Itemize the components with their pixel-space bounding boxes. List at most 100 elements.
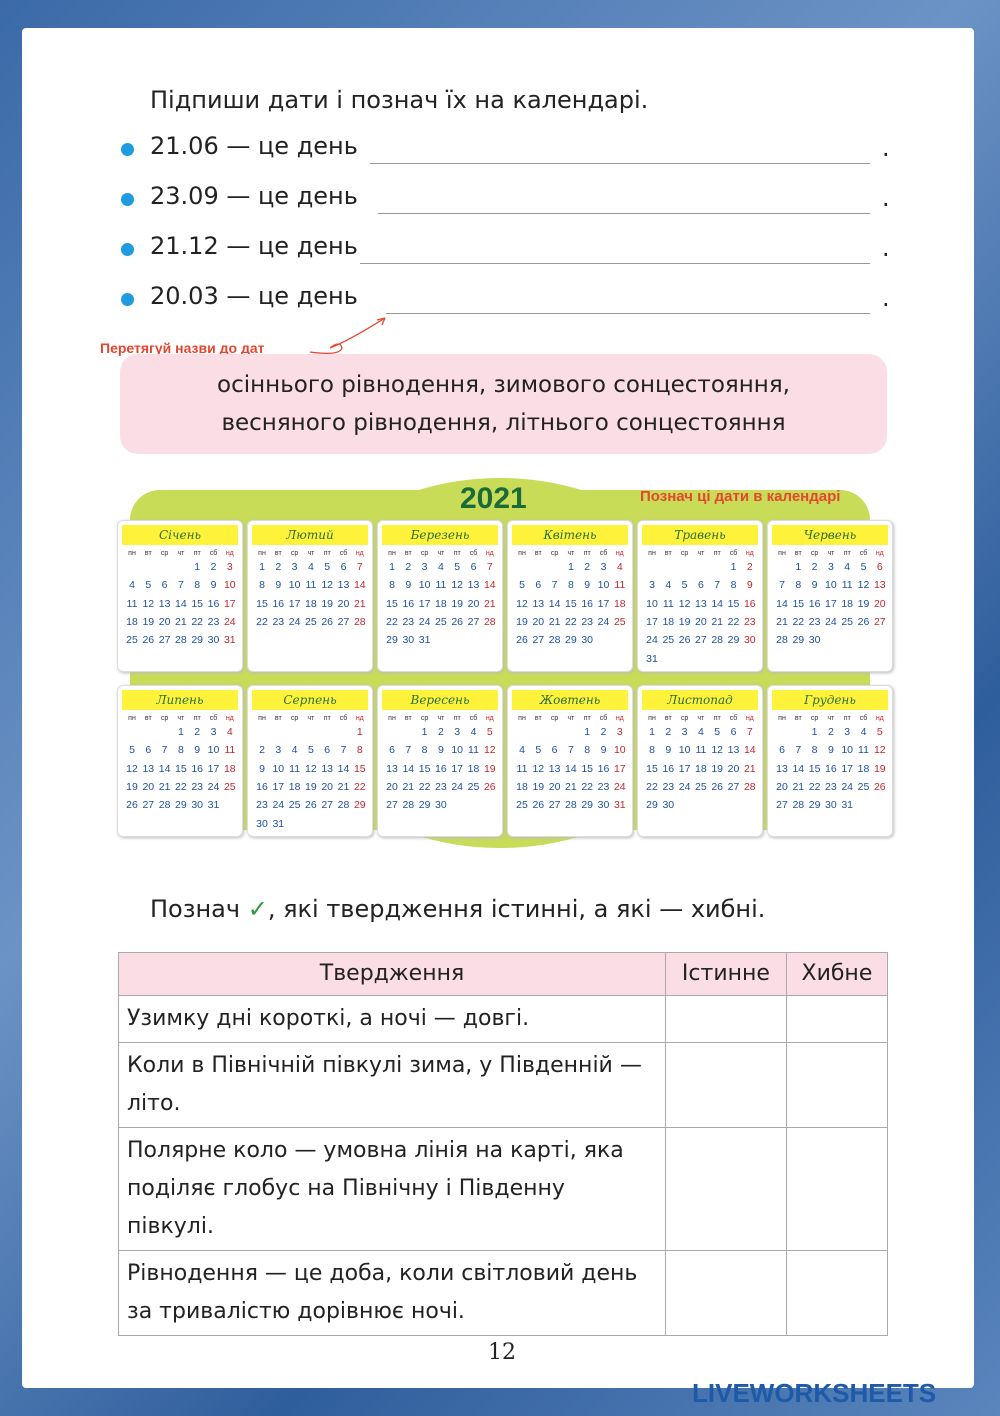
day[interactable]: 13	[548, 762, 561, 775]
day[interactable]: 30	[597, 799, 610, 812]
day[interactable]: 22	[353, 780, 366, 793]
day[interactable]: 8	[795, 579, 802, 592]
day[interactable]: 5	[129, 744, 135, 757]
day[interactable]: 16	[808, 597, 821, 610]
day[interactable]: 20	[532, 615, 545, 628]
day[interactable]: 28	[548, 634, 561, 647]
day[interactable]: 8	[584, 744, 591, 757]
day[interactable]: 14	[743, 744, 756, 757]
day[interactable]: 26	[516, 634, 528, 647]
day[interactable]: 14	[548, 597, 561, 610]
day[interactable]: 24	[678, 780, 691, 793]
day[interactable]: 21	[353, 597, 366, 610]
day[interactable]: 10	[646, 597, 658, 610]
day[interactable]: 20	[467, 597, 480, 610]
day[interactable]: 7	[714, 579, 721, 592]
day[interactable]: 4	[129, 579, 135, 592]
day[interactable]: 8	[649, 744, 655, 757]
day[interactable]: 31	[272, 817, 285, 830]
day[interactable]: 18	[841, 597, 854, 610]
day[interactable]: 31	[418, 634, 431, 647]
day[interactable]: 15	[418, 762, 431, 775]
day[interactable]: 26	[678, 634, 691, 647]
day[interactable]: 11	[516, 762, 528, 775]
day[interactable]: 6	[697, 579, 704, 592]
day[interactable]: 7	[551, 579, 558, 592]
day[interactable]: 27	[142, 799, 155, 812]
day[interactable]: 7	[779, 579, 785, 592]
day[interactable]: 1	[259, 561, 265, 573]
day[interactable]: 24	[841, 780, 854, 793]
day[interactable]: 30	[743, 634, 756, 647]
day[interactable]: 27	[695, 634, 707, 647]
day[interactable]: 3	[454, 726, 461, 738]
day[interactable]: 15	[792, 597, 805, 610]
day[interactable]: 16	[597, 762, 610, 775]
day[interactable]: 15	[353, 762, 366, 775]
day[interactable]: 25	[841, 615, 854, 628]
day[interactable]: 20	[695, 615, 707, 628]
day[interactable]: 26	[711, 780, 724, 793]
day[interactable]: 29	[386, 634, 398, 647]
day[interactable]: 5	[876, 726, 883, 738]
day[interactable]: 2	[210, 561, 217, 573]
day[interactable]: 28	[743, 780, 756, 793]
day[interactable]: 3	[291, 561, 298, 573]
day[interactable]: 31	[841, 799, 854, 812]
day[interactable]: 19	[711, 762, 724, 775]
day[interactable]: 30	[256, 817, 268, 830]
day[interactable]: 28	[337, 799, 350, 812]
day[interactable]: 18	[223, 762, 236, 775]
day[interactable]: 9	[811, 579, 818, 592]
day[interactable]: 29	[565, 634, 577, 647]
day[interactable]: 20	[727, 762, 740, 775]
day[interactable]: 17	[613, 762, 626, 775]
day[interactable]: 27	[548, 799, 561, 812]
day[interactable]: 4	[860, 726, 867, 738]
day[interactable]: 7	[486, 561, 493, 573]
day[interactable]: 23	[808, 615, 821, 628]
day[interactable]: 21	[565, 780, 577, 793]
day[interactable]: 17	[418, 597, 431, 610]
day[interactable]: 16	[743, 597, 756, 610]
day[interactable]: 24	[597, 615, 610, 628]
day[interactable]: 27	[467, 615, 480, 628]
day[interactable]: 19	[126, 780, 138, 793]
day[interactable]: 22	[256, 615, 268, 628]
day[interactable]: 16	[435, 762, 447, 775]
day[interactable]: 6	[145, 744, 152, 757]
day[interactable]: 2	[665, 726, 672, 738]
day[interactable]: 20	[158, 615, 171, 628]
day[interactable]: 14	[776, 597, 788, 610]
day[interactable]: 22	[418, 780, 431, 793]
day[interactable]: 11	[841, 579, 853, 592]
false-cell[interactable]	[785, 995, 889, 1043]
day[interactable]: 18	[126, 615, 138, 628]
day[interactable]: 1	[567, 561, 574, 573]
day[interactable]: 9	[437, 744, 444, 757]
day[interactable]: 19	[305, 780, 317, 793]
day[interactable]: 5	[714, 726, 721, 738]
day[interactable]: 2	[259, 744, 265, 757]
true-cell[interactable]	[665, 995, 787, 1043]
day[interactable]: 16	[191, 762, 204, 775]
day[interactable]: 28	[402, 799, 415, 812]
day[interactable]: 11	[305, 579, 317, 592]
day[interactable]: 4	[291, 744, 298, 757]
day[interactable]: 28	[175, 634, 187, 647]
day[interactable]: 8	[259, 579, 265, 592]
day[interactable]: 18	[613, 597, 626, 610]
day[interactable]: 21	[402, 780, 415, 793]
day[interactable]: 5	[454, 561, 461, 573]
day[interactable]: 4	[519, 744, 525, 757]
day[interactable]: 24	[223, 615, 236, 628]
day[interactable]: 13	[532, 597, 545, 610]
day[interactable]: 1	[389, 561, 395, 573]
day[interactable]: 30	[662, 799, 675, 812]
day[interactable]: 5	[860, 561, 867, 573]
day[interactable]: 25	[223, 780, 236, 793]
day[interactable]: 13	[386, 762, 398, 775]
day[interactable]: 14	[158, 762, 171, 775]
day[interactable]: 19	[483, 762, 496, 775]
day[interactable]: 5	[307, 744, 314, 757]
